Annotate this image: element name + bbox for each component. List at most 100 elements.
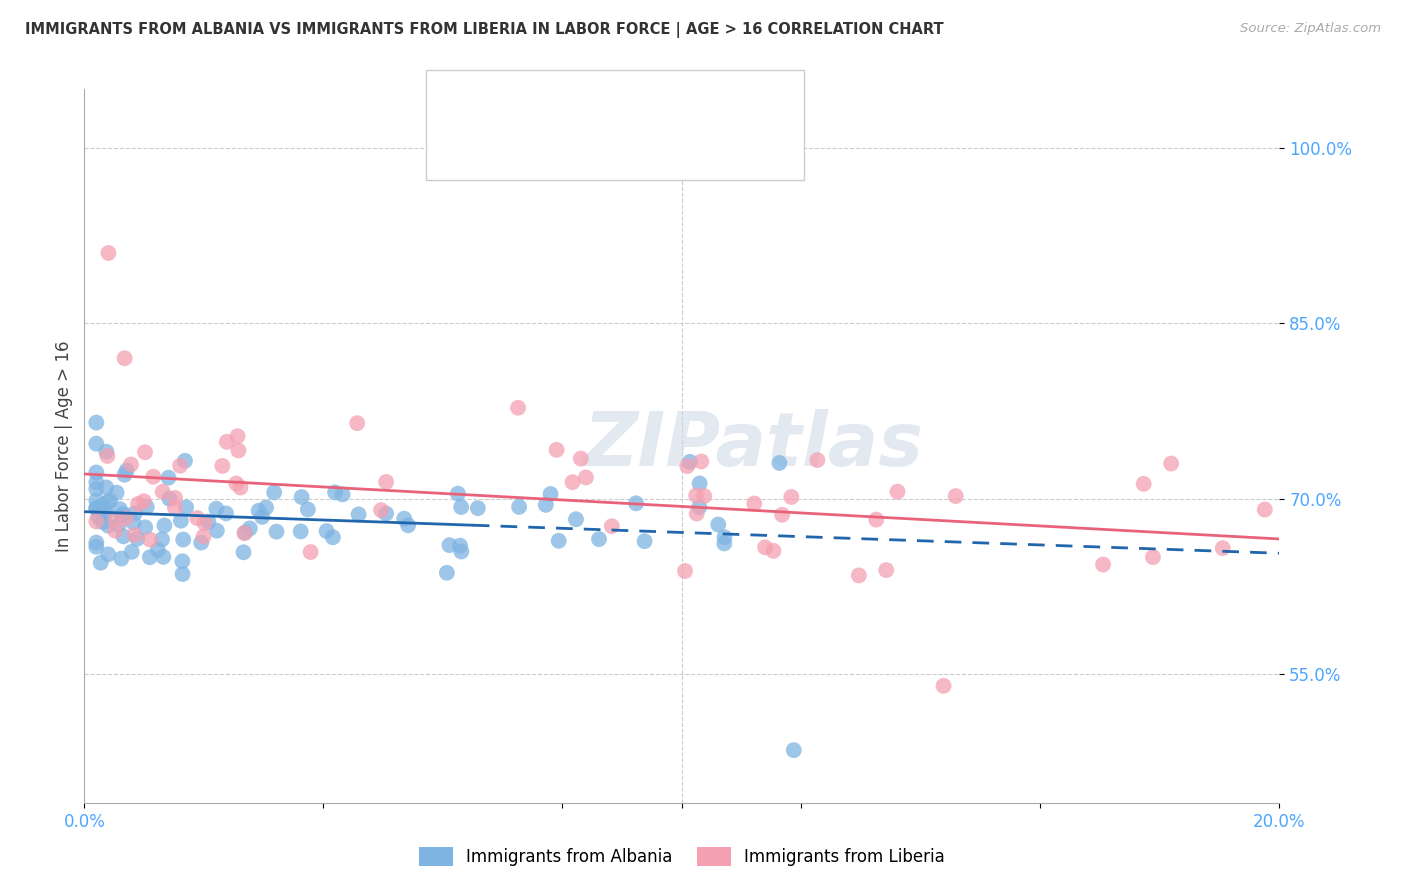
Point [375,507,398,521]
Point [600,519,623,533]
Point [332,487,354,501]
Point [686,507,709,521]
Point [370,503,392,517]
Point [707,517,730,532]
Point [139,533,162,547]
Point [91,498,114,512]
Text: N =: N = [612,144,648,161]
Point [346,416,368,430]
Point [110,508,132,523]
Text: 98: 98 [657,97,679,115]
Point [186,511,208,525]
Point [96,444,118,458]
Point [152,549,174,564]
Point [205,501,228,516]
Point [865,513,887,527]
Point [89,501,111,516]
Point [86,416,108,430]
Point [86,475,108,490]
Point [322,530,344,544]
Point [146,543,169,558]
Point [546,442,568,457]
Point [713,530,735,544]
Point [142,469,165,483]
Point [120,458,142,472]
Point [508,500,530,514]
Point [689,476,711,491]
Point [624,496,647,510]
Point [152,484,174,499]
Point [762,544,785,558]
Point [86,501,108,516]
Point [770,508,793,522]
Point [86,482,108,496]
Point [315,524,337,538]
Point [945,489,967,503]
Point [134,445,156,459]
Point [561,475,583,490]
Point [90,556,112,570]
Point [633,534,655,549]
Point [153,518,176,533]
Point [450,500,472,514]
Point [170,514,193,528]
Point [569,451,592,466]
Point [263,485,285,500]
Point [134,520,156,534]
Point [107,518,129,533]
Point [172,567,194,582]
Point [232,545,254,559]
Point [215,507,238,521]
Point [848,568,870,582]
Point [108,502,131,516]
Point [323,485,346,500]
Point [114,351,136,366]
Point [375,475,398,489]
Point [780,490,803,504]
Point [547,533,569,548]
Point [94,506,117,520]
Point [115,511,138,525]
Point [98,493,121,508]
Point [112,507,135,521]
Point [299,545,322,559]
Point [91,515,114,529]
Point [291,490,314,504]
Text: -0.143: -0.143 [531,144,591,161]
Point [190,535,212,549]
Point [86,540,108,554]
Point [105,485,128,500]
Point [197,515,219,529]
Point [1132,476,1154,491]
Point [247,504,270,518]
Point [783,743,806,757]
Point [690,454,713,468]
Point [266,524,288,539]
Point [540,487,562,501]
Point [1160,457,1182,471]
Text: IMMIGRANTS FROM ALBANIA VS IMMIGRANTS FROM LIBERIA IN LABOR FORCE | AGE > 16 COR: IMMIGRANTS FROM ALBANIA VS IMMIGRANTS FR… [25,22,943,38]
Point [174,454,197,468]
Point [110,551,132,566]
Y-axis label: In Labor Force | Age > 16: In Labor Force | Age > 16 [55,340,73,552]
Point [172,533,194,547]
Point [87,509,110,524]
Legend: Immigrants from Albania, Immigrants from Liberia: Immigrants from Albania, Immigrants from… [412,840,952,873]
Point [97,518,120,533]
Point [225,476,247,491]
Point [86,515,108,529]
Point [211,458,233,473]
Point [347,508,370,522]
Point [447,486,470,500]
Point [575,470,598,484]
Point [150,533,173,547]
Point [297,502,319,516]
Point [127,497,149,511]
Point [679,455,702,469]
Point [254,500,277,515]
Point [886,484,908,499]
Point [122,516,145,530]
Point [676,459,699,474]
Point [693,489,716,503]
Text: 62: 62 [657,144,679,161]
